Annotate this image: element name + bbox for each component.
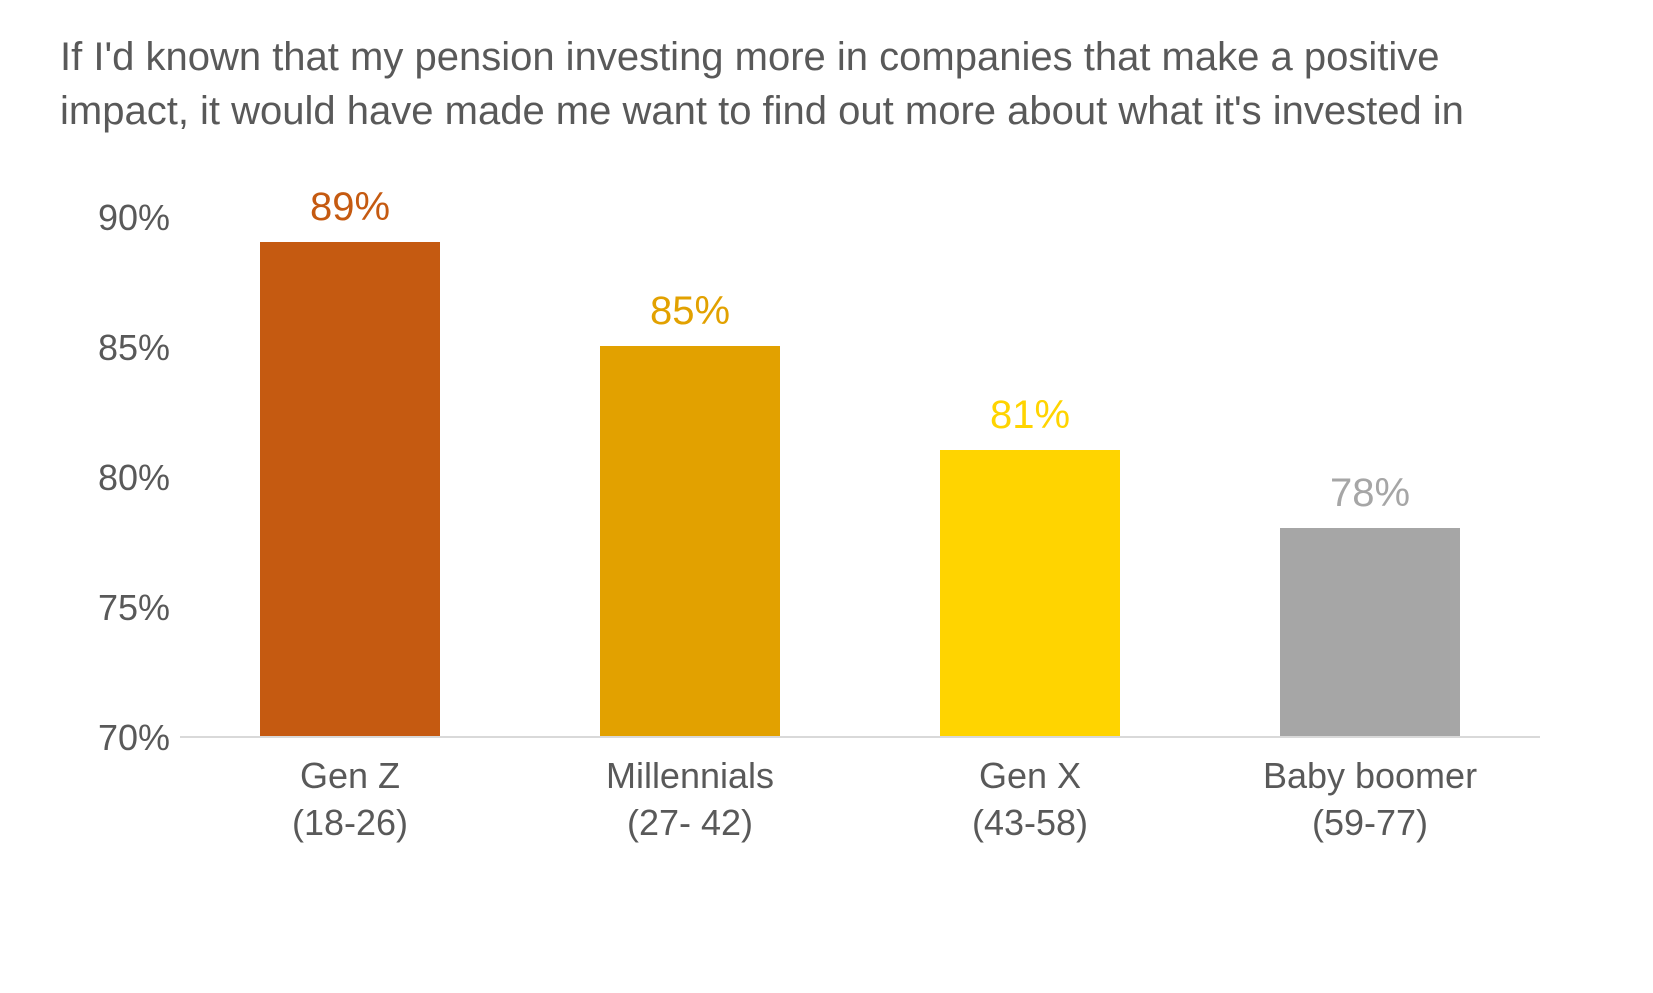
x-tick-label-line2: (43-58) [860, 800, 1200, 847]
x-tick-label-line2: (18-26) [180, 800, 520, 847]
bar [940, 450, 1120, 736]
bar [260, 242, 440, 736]
bar [600, 346, 780, 736]
bar-group: 89% [260, 242, 440, 736]
bar-group: 81% [940, 450, 1120, 736]
x-tick-label-line1: Gen Z [180, 753, 520, 800]
bar [1280, 528, 1460, 736]
bar-value-label: 81% [940, 393, 1120, 438]
bar-group: 85% [600, 346, 780, 736]
plot-area: 89% 85% 81% 78% [180, 218, 1540, 738]
bar-value-label: 78% [1280, 471, 1460, 516]
bar-value-label: 85% [600, 289, 780, 334]
y-tick-label: 70% [60, 717, 170, 759]
y-tick-label: 80% [60, 457, 170, 499]
x-tick-label: Gen X(43-58) [860, 753, 1200, 847]
y-tick-label: 85% [60, 327, 170, 369]
chart-area: 89%85%81%78% 70%75%80%85%90%Gen Z(18-26)… [60, 208, 1560, 848]
x-tick-label: Gen Z(18-26) [180, 753, 520, 847]
x-tick-label-line1: Baby boomer [1200, 753, 1540, 800]
x-tick-label: Millennials(27- 42) [520, 753, 860, 847]
x-tick-label-line1: Gen X [860, 753, 1200, 800]
y-tick-label: 75% [60, 587, 170, 629]
chart-title: If I'd known that my pension investing m… [60, 30, 1560, 138]
y-tick-label: 90% [60, 197, 170, 239]
x-tick-label-line1: Millennials [520, 753, 860, 800]
x-tick-label-line2: (27- 42) [520, 800, 860, 847]
x-tick-label: Baby boomer(59-77) [1200, 753, 1540, 847]
x-tick-label-line2: (59-77) [1200, 800, 1540, 847]
bar-value-label: 89% [260, 185, 440, 230]
bar-group: 78% [1280, 528, 1460, 736]
chart-container: If I'd known that my pension investing m… [0, 0, 1653, 993]
